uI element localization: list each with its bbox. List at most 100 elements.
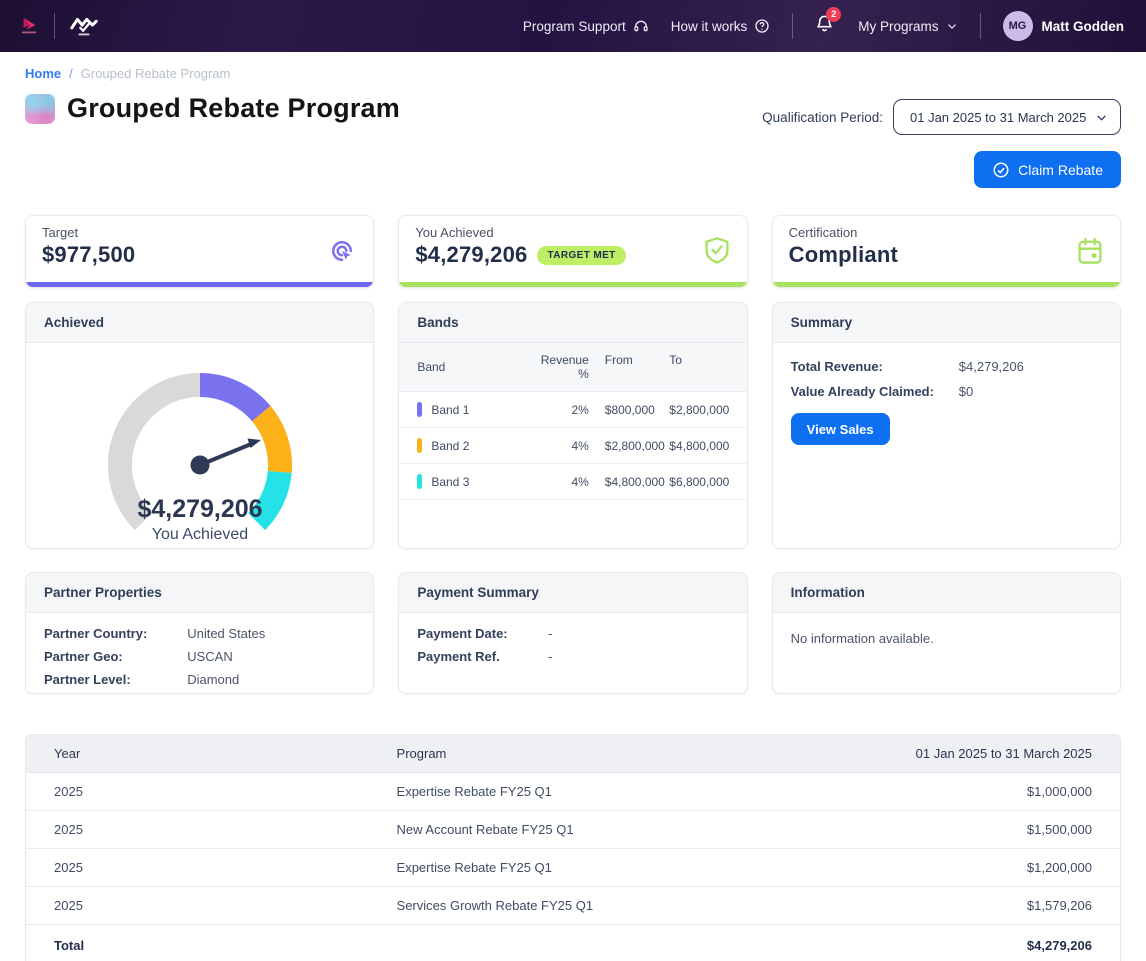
how-it-works-link[interactable]: How it works [671,18,771,34]
calendar-icon [1076,236,1104,271]
question-circle-icon [755,19,769,33]
notifications-button[interactable]: 2 [815,7,842,38]
band-to: $6,800,000 [669,474,730,489]
information-card: Information No information available. [771,572,1121,694]
band-revenue: 2% [571,402,589,417]
band1-color-pill [417,402,423,417]
certification-card: Certification Compliant [771,215,1121,288]
row-amount: $1,200,000 [1026,860,1092,875]
programs-table: Year Program 01 Jan 2025 to 31 March 202… [25,734,1121,961]
notification-count-badge: 2 [826,7,842,22]
partner-country-label: Partner Country: [44,626,148,641]
certification-label: Certification [788,225,858,240]
table-row: 2025 New Account Rebate FY25 Q1 $1,500,0… [26,811,1120,849]
claim-rebate-label: Claim Rebate [1018,161,1103,178]
row-program: Services Growth Rebate FY25 Q1 [396,898,594,913]
bands-col-from: From [604,353,633,367]
band-name: Band 3 [431,474,470,489]
target-card: Target $977,500 [25,215,375,288]
my-programs-menu[interactable]: My Programs [858,19,957,34]
band-to: $4,800,000 [669,438,730,453]
nav-divider [979,13,981,39]
achieved-card: You Achieved $4,279,206 TARGET MET [398,215,748,288]
achieved-label: You Achieved [415,225,494,240]
band-row: Band 3 4% $4,800,000 $6,800,000 [399,464,747,500]
row-program: Expertise Rebate FY25 Q1 [396,860,552,875]
row-year: 2025 [54,898,83,913]
click-target-icon [327,236,357,271]
headset-icon [634,20,648,32]
target-label: Target [42,225,79,240]
row-amount: $1,579,206 [1026,898,1092,913]
page-title: Grouped Rebate Program [67,93,400,123]
chevron-down-icon [947,24,956,29]
band2-color-pill [417,438,423,453]
partner-properties-card: Partner Properties Partner Country: Unit… [25,572,375,694]
achieved-accent-bar [399,282,747,287]
table-row: 2025 Expertise Rebate FY25 Q1 $1,000,000 [26,773,1120,811]
certification-value: Compliant [788,242,899,267]
information-title: Information [772,573,1120,613]
programs-header-row: Year Program 01 Jan 2025 to 31 March 202… [26,735,1120,773]
value-claimed-value: $0 [958,384,974,399]
payment-date-label: Payment Date: [417,626,508,641]
payment-row: Payment Date: - [417,626,728,641]
target-met-badge: TARGET MET [537,245,626,265]
total-revenue-value: $4,279,206 [958,359,1024,374]
total-revenue-label: Total Revenue: [790,359,883,374]
programs-col-year: Year [54,746,81,761]
partner-row: Partner Level: Diamond [44,672,355,687]
partner-logo-icon [18,15,40,37]
user-menu[interactable]: MG Matt Godden [1002,11,1125,41]
table-row: 2025 Services Growth Rebate FY25 Q1 $1,5… [26,887,1120,925]
row-year: 2025 [54,860,83,875]
partner-geo-label: Partner Geo: [44,649,123,664]
program-support-label: Program Support [522,18,626,34]
shield-check-icon [703,236,731,271]
breadcrumb: Home / Grouped Rebate Program [25,66,1121,81]
total-row: Total $4,279,206 [26,925,1120,961]
bell-icon [817,15,832,32]
bands-col-band: Band [417,360,446,374]
summary-title: Summary [772,303,1120,343]
summary-row: Value Already Claimed: $0 [791,384,1102,399]
band-from: $800,000 [604,402,655,417]
gauge-value: $4,279,206 [137,495,262,523]
partner-geo-value: USCAN [187,649,233,664]
partner-country-value: United States [187,626,266,641]
view-sales-button[interactable]: View Sales [790,413,890,445]
partner-row: Partner Country: United States [44,626,355,641]
how-it-works-label: How it works [670,18,748,34]
breadcrumb-home-link[interactable]: Home [25,66,62,81]
summary-row: Total Revenue: $4,279,206 [791,359,1102,374]
row-amount: $1,000,000 [1026,784,1092,799]
user-name: Matt Godden [1041,18,1125,34]
bands-col-revenue: Revenue % [540,353,589,381]
band3-color-pill [417,474,423,489]
claim-rebate-button[interactable]: Claim Rebate [974,151,1121,188]
band-revenue: 4% [571,474,589,489]
information-empty-text: No information available. [790,631,934,646]
partner-properties-title: Partner Properties [26,573,374,613]
qualification-period-label: Qualification Period: [762,109,883,125]
payment-summary-card: Payment Summary Payment Date: - Payment … [398,572,748,694]
total-label: Total [54,937,85,953]
breadcrumb-current: Grouped Rebate Program [80,66,231,81]
achievement-gauge: $4,279,206 You Achieved [107,373,292,543]
bands-col-to: To [669,353,682,367]
payment-ref-label: Payment Ref. [417,649,500,664]
certification-accent-bar [772,282,1120,287]
top-nav: Program Support How it works 2 My Progra… [0,0,1146,52]
gauge-caption: You Achieved [151,526,247,543]
partner-level-label: Partner Level: [44,672,131,687]
qualification-period-select[interactable]: 01 Jan 2025 to 31 March 2025 [893,99,1121,135]
row-amount: $1,500,000 [1026,822,1092,837]
payment-ref-value: - [548,649,553,664]
avatar: MG [1002,11,1033,41]
target-accent-bar [26,282,374,287]
band-row: Band 2 4% $2,800,000 $4,800,000 [399,428,747,464]
band-name: Band 2 [431,438,470,453]
company-logo-icon [69,14,99,38]
row-year: 2025 [54,784,83,799]
program-support-link[interactable]: Program Support [523,18,649,34]
